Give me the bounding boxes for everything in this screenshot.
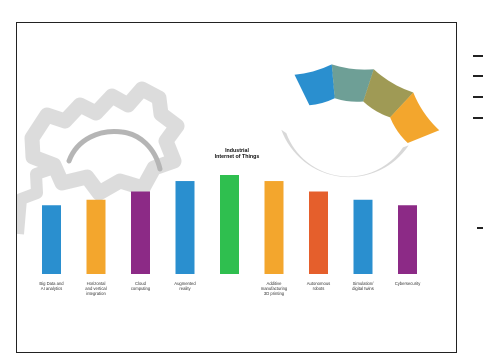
gear-icon: [17, 163, 53, 235]
right-edge-mark: [473, 117, 483, 119]
gear-inner-ring: [281, 129, 409, 178]
bar-label: Cloud computing: [131, 281, 151, 291]
gear-segment: [294, 64, 335, 106]
bar-label: Horizontal and vertical integration: [85, 281, 106, 296]
diagram-bar: [353, 199, 373, 274]
diagram-bar: [131, 191, 150, 274]
bar-label-line: Simulation/: [353, 281, 375, 286]
bar-label-line: Cloud: [135, 281, 147, 286]
gear-segment: [331, 64, 374, 102]
gear-icon: [24, 81, 185, 201]
bar-label-line: Big Data and: [39, 281, 64, 286]
bar-label: Simulation/digital twins: [352, 281, 374, 291]
bar-label: Big Data and AI analytics: [39, 281, 64, 291]
gear-background: [17, 81, 185, 235]
diagram-bar: [42, 205, 61, 274]
bar-label: Additive manufacturing 3D printing: [261, 281, 288, 296]
bar-label-line: AI analytics: [41, 286, 62, 291]
bar-label-line: robots: [313, 286, 325, 291]
bar-label-line: manufacturing: [261, 286, 288, 291]
bar-label-line: computing: [131, 286, 151, 291]
diagram-bar: [309, 191, 328, 274]
diagram-bar: [220, 175, 239, 274]
bar-label-line: integration: [86, 291, 106, 296]
gear-segment: [390, 92, 440, 144]
gear-segment: [363, 69, 414, 118]
bar-label-line: reality: [179, 286, 191, 291]
bar-label-line: Horizontal: [87, 281, 106, 286]
bar-label-line: 3D printing: [264, 291, 285, 296]
bar-label: Cybersecurity: [395, 281, 422, 286]
center-label: Industrial Internet of Things: [215, 148, 260, 160]
iot-semi-gear: [281, 64, 440, 178]
diagram-bar: [398, 205, 417, 274]
industry-4-diagram: Industrial Internet of Things Big Data and…: [17, 64, 440, 296]
bar-label-line: Autonomous: [307, 281, 331, 286]
diagram-bar: [264, 181, 284, 274]
right-edge-mark: [473, 96, 483, 98]
center-label-line: Industrial: [225, 148, 249, 154]
bar-label: Augmented reality: [174, 281, 196, 291]
right-edge-mark: [477, 227, 483, 229]
bar-label-line: Additive: [267, 281, 283, 286]
diagram-bar: [175, 181, 195, 274]
center-label-line: Internet of Things: [215, 154, 260, 160]
bar-label-line: Augmented: [174, 281, 196, 286]
bar-label-line: digital twins: [352, 286, 374, 291]
bar-label-line: Cybersecurity: [395, 281, 422, 286]
right-edge-mark: [473, 55, 483, 57]
bar-label: Autonomous robots: [307, 281, 331, 291]
figure-frame: Industrial Internet of Things Big Data and…: [16, 22, 457, 353]
right-edge-mark: [473, 75, 483, 77]
diagram-bar: [86, 199, 106, 274]
gear-icon: [66, 128, 163, 172]
bar-label-line: and vertical: [85, 286, 106, 291]
